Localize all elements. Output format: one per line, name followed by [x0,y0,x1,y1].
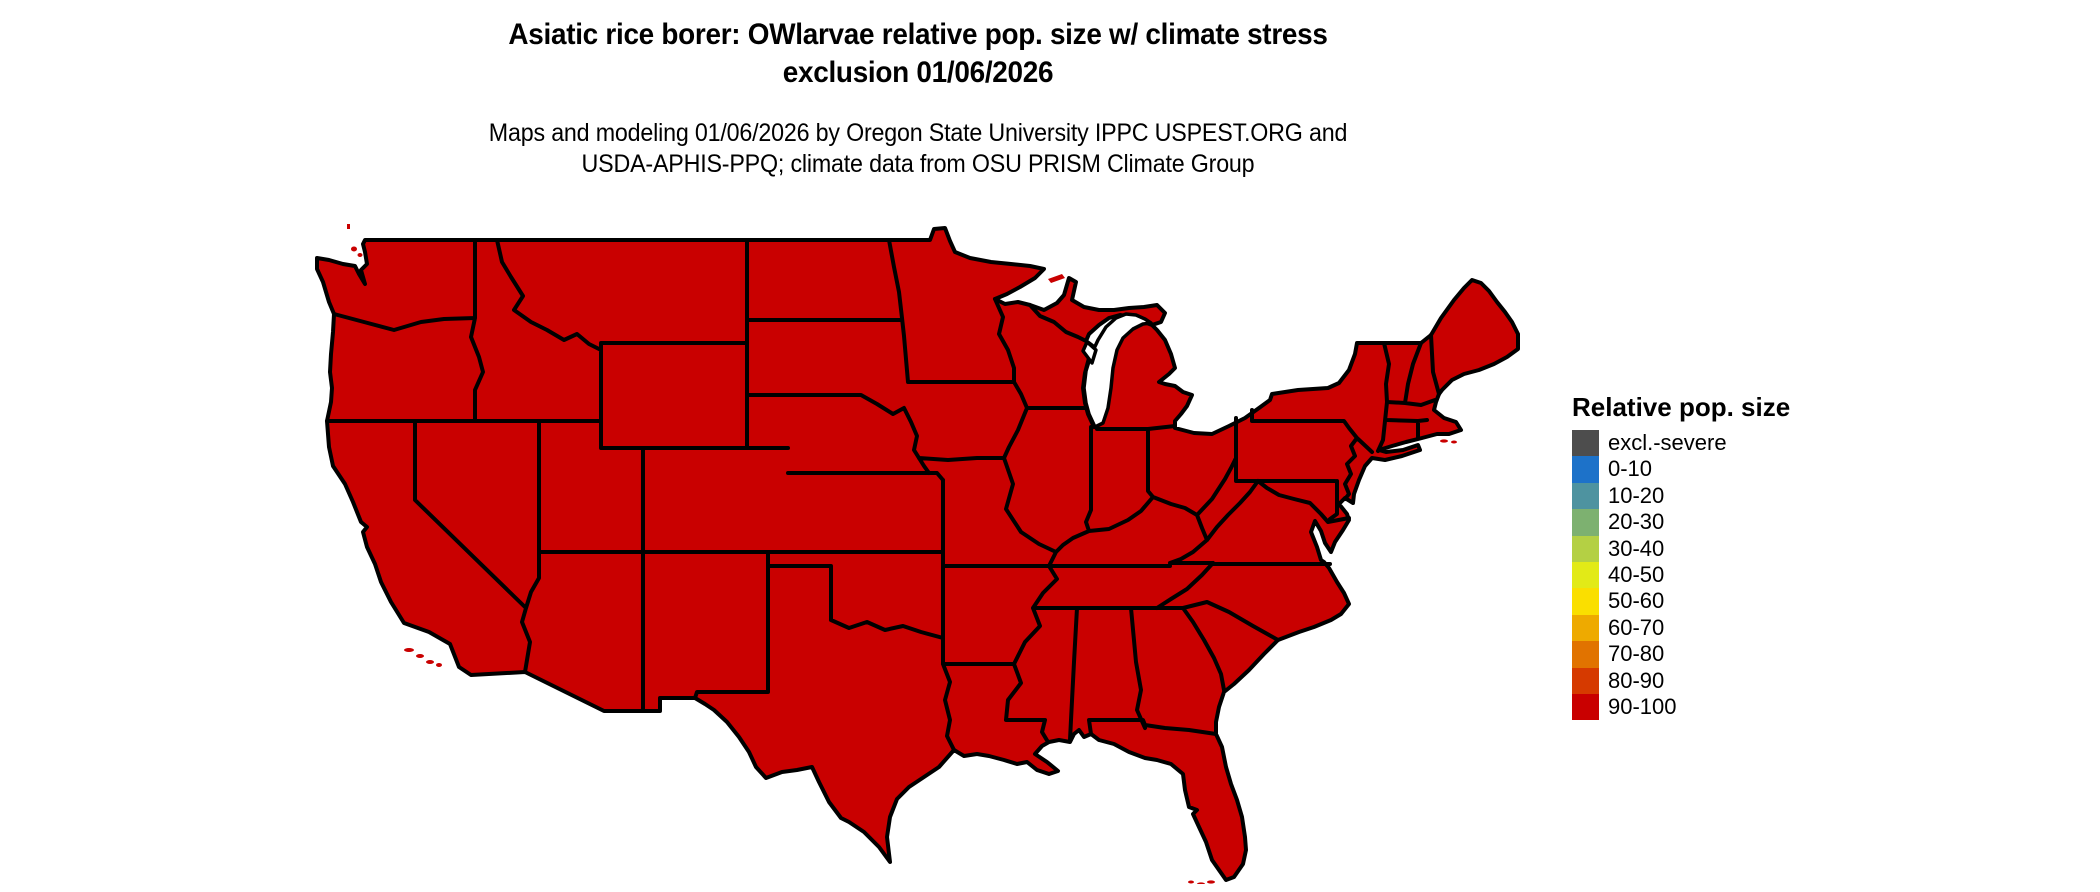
legend-item: 80-90 [1572,667,1790,694]
legend-item: 70-80 [1572,641,1790,668]
legend-swatch [1572,561,1599,589]
subtitle: Maps and modeling 01/06/2026 by Oregon S… [64,118,1771,180]
islands [347,224,1457,884]
header: Asiatic rice borer: OWlarvae relative po… [64,16,1771,180]
state-borders [325,238,1441,752]
legend-item: 50-60 [1572,588,1790,615]
legend-swatch [1572,641,1599,668]
legend-item-label: 70-80 [1608,641,1665,667]
legend-swatch [1572,535,1599,562]
legend-item-label: 0-10 [1608,456,1653,482]
legend-swatch [1572,588,1599,615]
subtitle-line2: USDA-APHIS-PPQ; climate data from OSU PR… [581,150,1255,178]
page-title-line1: Asiatic rice borer: OWlarvae relative po… [508,18,1328,51]
legend-swatch [1572,693,1599,721]
legend-swatch [1572,430,1599,457]
legend-item: 40-50 [1572,561,1790,589]
legend-item: excl.-severe [1572,430,1790,457]
subtitle-line1: Maps and modeling 01/06/2026 by Oregon S… [488,119,1348,147]
legend-item: 0-10 [1572,456,1790,483]
legend-item-label: 60-70 [1608,614,1665,640]
legend-item: 60-70 [1572,614,1790,642]
legend-item-label: excl.-severe [1608,430,1727,455]
legend-item: 10-20 [1572,482,1790,510]
legend-items: excl.-severe 0-10 10-20 20-30 30-40 40-50 50-6… [1572,430,1790,721]
legend-swatch [1572,667,1599,694]
legend-item-label: 20-30 [1608,509,1665,535]
legend-title: Relative pop. size [1572,392,1791,422]
legend-swatch [1572,509,1599,536]
us-map-svg [315,224,1520,884]
legend-swatch [1572,614,1599,642]
green-bay [1081,340,1098,365]
legend-item-label: 40-50 [1608,561,1665,587]
legend-item-label: 30-40 [1608,535,1665,561]
legend-item: 30-40 [1572,535,1790,562]
lake-michigan [1082,312,1153,429]
page-title-line2: exclusion 01/06/2026 [782,56,1054,89]
us-choropleth-map [308,221,1528,884]
legend-item: 20-30 [1572,509,1790,536]
legend: Relative pop. size excl.-severe 0-10 10-20… [1572,392,1791,721]
legend-swatch [1572,456,1599,483]
legend-item-label: 80-90 [1608,667,1665,693]
legend-item-label: 10-20 [1608,482,1665,508]
legend-item-label: 50-60 [1608,588,1665,614]
legend-item-label: 90-100 [1608,693,1677,719]
legend-item: 90-100 [1572,693,1790,721]
legend-swatch [1572,482,1599,510]
